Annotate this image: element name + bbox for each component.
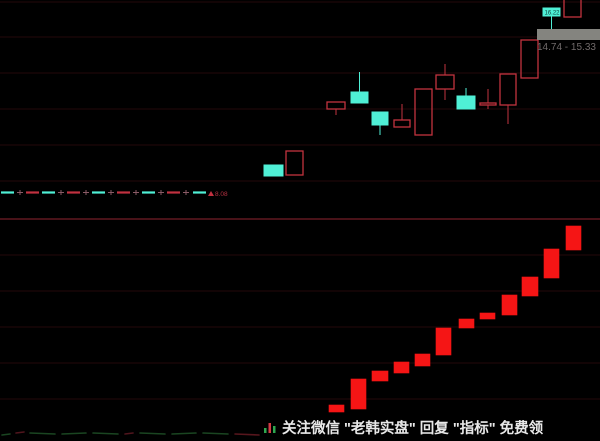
svg-text:14.74 - 15.33: 14.74 - 15.33 [537, 42, 596, 53]
svg-text:8.08: 8.08 [215, 191, 228, 198]
svg-text:16.22: 16.22 [545, 11, 561, 17]
